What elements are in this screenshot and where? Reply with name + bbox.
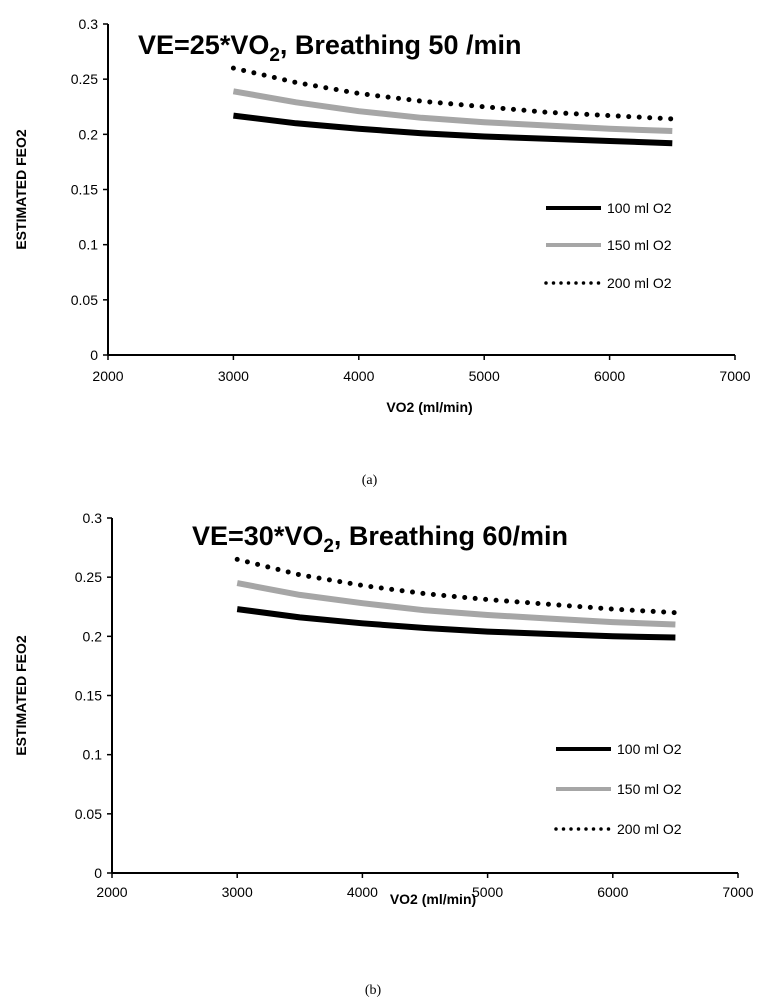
chart-panel-a: 0 0.05 0.1 0.15 0.2 0.25 0.3 2000 3000 4000 5000 60… — [13, 16, 751, 488]
y-tick-label: 0.05 — [71, 292, 98, 308]
series-line-3 — [230, 65, 675, 122]
series-line-3 — [234, 556, 678, 616]
legend-label-2: 150 ml O2 — [617, 781, 682, 797]
legend-label-1: 100 ml O2 — [617, 741, 682, 757]
x-tick-label: 5000 — [472, 884, 503, 900]
legend-label-1: 100 ml O2 — [607, 200, 672, 216]
y-tick-label: 0 — [90, 347, 98, 363]
y-tick-label: 0.1 — [79, 237, 99, 253]
x-tick-label: 7000 — [719, 368, 750, 384]
y-tick-label: 0.3 — [79, 16, 99, 32]
x-tick-label: 2000 — [92, 368, 123, 384]
x-tick-label: 3000 — [218, 368, 249, 384]
legend-label-3: 200 ml O2 — [617, 821, 682, 837]
legend-label-2: 150 ml O2 — [607, 237, 672, 253]
x-tick-label: 5000 — [469, 368, 500, 384]
series-line-2 — [236, 580, 676, 628]
x-tick-label: 6000 — [597, 884, 628, 900]
x-axis-label: VO2 (ml/min) — [390, 891, 476, 907]
x-tick-label: 7000 — [722, 884, 753, 900]
y-tick-label: 0.2 — [79, 126, 99, 142]
chart-title: VE=30*VO2, Breathing 60/min — [192, 521, 568, 557]
x-axis-label: VO2 (ml/min) — [386, 399, 472, 415]
chart-title-subscript: 2 — [269, 45, 280, 66]
chart-title-rest: , Breathing 50 /min — [280, 30, 522, 60]
y-axis-label: ESTIMATED FEO2 — [13, 129, 29, 250]
series-line-2 — [232, 88, 673, 134]
x-tick-label: 3000 — [222, 884, 253, 900]
series-line-1 — [236, 606, 676, 641]
chart-title: VE=25*VO2, Breathing 50 /min — [138, 30, 521, 66]
y-tick-label: 0.1 — [83, 747, 103, 763]
y-tick-label: 0.3 — [83, 510, 103, 526]
y-tick-label: 0.05 — [75, 806, 102, 822]
y-tick-label: 0 — [94, 865, 102, 881]
chart-title-rest: , Breathing 60/min — [334, 521, 568, 551]
y-tick-label: 0.25 — [71, 71, 98, 87]
chart-title-subscript: 2 — [323, 536, 334, 557]
chart-title-main: VE=25*VO — [138, 30, 269, 60]
y-tick-label: 0.15 — [75, 688, 102, 704]
y-axis-label: ESTIMATED FEO2 — [13, 635, 29, 756]
figure-caption: (a) — [362, 473, 378, 488]
x-tick-label: 4000 — [343, 368, 374, 384]
y-tick-label: 0.25 — [75, 569, 102, 585]
chart-title-main: VE=30*VO — [192, 521, 323, 551]
x-tick-label: 6000 — [594, 368, 625, 384]
x-tick-label: 4000 — [347, 884, 378, 900]
y-tick-label: 0.2 — [83, 628, 103, 644]
legend-label-3: 200 ml O2 — [607, 275, 672, 291]
chart-panel-b: 0 0.05 0.1 0.15 0.2 0.25 0.3 2000 3000 4000 5000 60… — [13, 510, 754, 998]
series-line-1 — [233, 112, 673, 147]
figure-caption: (b) — [365, 983, 382, 998]
y-tick-label: 0.15 — [71, 182, 98, 198]
x-tick-label: 2000 — [96, 884, 127, 900]
